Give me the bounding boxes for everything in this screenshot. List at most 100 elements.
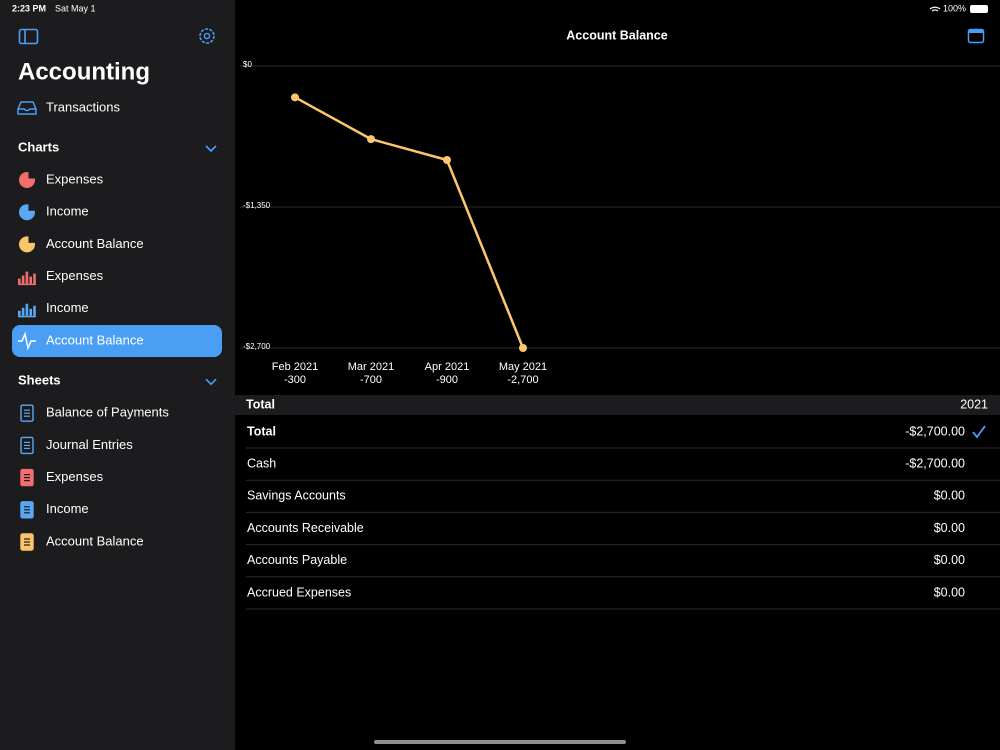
bar-icon: [33, 273, 36, 284]
table-header-label: Total: [246, 397, 275, 411]
row-value: $0.00: [934, 489, 965, 503]
icon-pie: [19, 202, 37, 221]
bar-icon: [21, 275, 25, 284]
row-label: Accrued Expenses: [247, 585, 351, 599]
calendar-header: [968, 29, 984, 33]
section-header: Charts: [18, 139, 59, 154]
icon-doc: [20, 468, 34, 487]
battery-icon: [970, 5, 988, 13]
settings-button[interactable]: [199, 28, 215, 44]
icon-pie: [19, 234, 37, 253]
point: [367, 135, 375, 144]
table-row[interactable]: Cash -$2,700.00: [246, 456, 1000, 481]
bar-icon-base: [18, 315, 36, 318]
x-tick-label: Feb 2021: [272, 361, 318, 373]
wifi-icon: [929, 6, 941, 12]
sidebar-item: Income: [46, 501, 89, 516]
sidebar-item: Account Balance: [46, 332, 144, 347]
home-indicator: [374, 740, 626, 744]
y-tick-label: -$2,700: [243, 342, 271, 351]
row-label: Cash: [247, 456, 276, 470]
icon-doc-outline: [20, 404, 34, 422]
row-label: Accounts Payable: [247, 553, 347, 567]
section-chevron[interactable]: [205, 145, 217, 153]
checkmark: [972, 425, 986, 439]
icon-pie: [19, 170, 37, 188]
table-row[interactable]: Accounts Payable $0.00: [246, 553, 1000, 578]
row-value: $0.00: [934, 553, 965, 567]
row-label: Savings Accounts: [247, 489, 346, 503]
bar-icon-base: [18, 283, 36, 286]
sidebar-title: Accounting: [18, 58, 150, 85]
point: [443, 156, 451, 164]
row-value: -$2,700.00: [905, 456, 965, 470]
value-label: -900: [436, 374, 458, 386]
selected-item-bg: [12, 325, 222, 357]
value-label: -300: [284, 374, 306, 386]
table-header-year: 2021: [960, 397, 988, 411]
point: [291, 93, 299, 102]
bar-icon: [25, 271, 29, 284]
chart-title: Account Balance: [566, 28, 667, 42]
sidebar-toggle-frame: [18, 28, 39, 45]
sidebar-toggle[interactable]: [18, 28, 39, 45]
pie-slice: [28, 202, 37, 211]
sidebar-item: Expenses: [46, 171, 104, 186]
x-tick-label: Mar 2021: [348, 361, 394, 373]
x-tick-label: May 2021: [499, 361, 547, 373]
pie-slice: [28, 170, 37, 179]
row-label: Total: [247, 424, 276, 438]
sidebar-item: Balance of Payments: [46, 405, 169, 420]
y-tick-label: -$1,350: [243, 201, 271, 210]
sidebar: [0, 0, 235, 750]
sidebar-item: Income: [46, 204, 89, 219]
sidebar-item: Income: [46, 300, 89, 315]
settings-gear: [199, 28, 215, 44]
status-date: Sat May 1: [55, 3, 96, 13]
icon-doc-outline: [20, 436, 34, 455]
row-value: -$2,700.00: [905, 424, 965, 438]
doc-icon: [20, 436, 34, 455]
sidebar-item: Account Balance: [46, 533, 144, 548]
row-label: Accounts Receivable: [247, 521, 364, 535]
bar-icon: [18, 310, 21, 316]
point: [519, 344, 527, 352]
icon-doc: [20, 533, 34, 551]
section-chevron[interactable]: [205, 378, 217, 386]
table-header-bg: [235, 395, 1000, 415]
bar-icon: [33, 305, 36, 316]
doc-icon: [20, 404, 34, 422]
icon-pulse: [18, 331, 36, 351]
sidebar-item: Journal Entries: [46, 437, 133, 452]
icon-doc: [20, 501, 34, 519]
tray-icon: [17, 101, 37, 115]
row-value: $0.00: [934, 521, 965, 535]
value-label: -2,700: [507, 374, 538, 386]
table-row[interactable]: Total -$2,700.00: [246, 424, 1000, 449]
section-header: Sheets: [18, 373, 61, 388]
calendar-button[interactable]: [967, 28, 985, 44]
value-label: -700: [360, 374, 382, 386]
icon-tray: [17, 101, 37, 115]
sidebar-item: Expenses: [46, 268, 104, 283]
status-time: 2:23 PM: [12, 3, 46, 13]
table-row[interactable]: Savings Accounts $0.00: [246, 489, 1000, 513]
x-tick-label: Apr 2021: [425, 361, 470, 373]
pulse-icon: [18, 331, 36, 351]
icon-bars: [18, 303, 36, 318]
settings-gear-hub: [203, 32, 211, 40]
sidebar-item: Transactions: [46, 99, 120, 114]
sidebar-item: Expenses: [46, 469, 104, 484]
icon-bars: [18, 271, 36, 286]
bar-icon: [25, 303, 29, 316]
y-tick-label: $0: [243, 60, 252, 69]
row-value: $0.00: [934, 585, 965, 599]
status-battery: 100%: [943, 3, 966, 13]
table-row[interactable]: Accrued Expenses $0.00: [246, 585, 1000, 610]
sidebar-item: Account Balance: [46, 236, 144, 251]
bar-icon: [18, 278, 21, 284]
pie-slice: [28, 234, 37, 243]
table-row[interactable]: Accounts Receivable $0.00: [246, 521, 1000, 546]
line: [294, 96, 525, 349]
